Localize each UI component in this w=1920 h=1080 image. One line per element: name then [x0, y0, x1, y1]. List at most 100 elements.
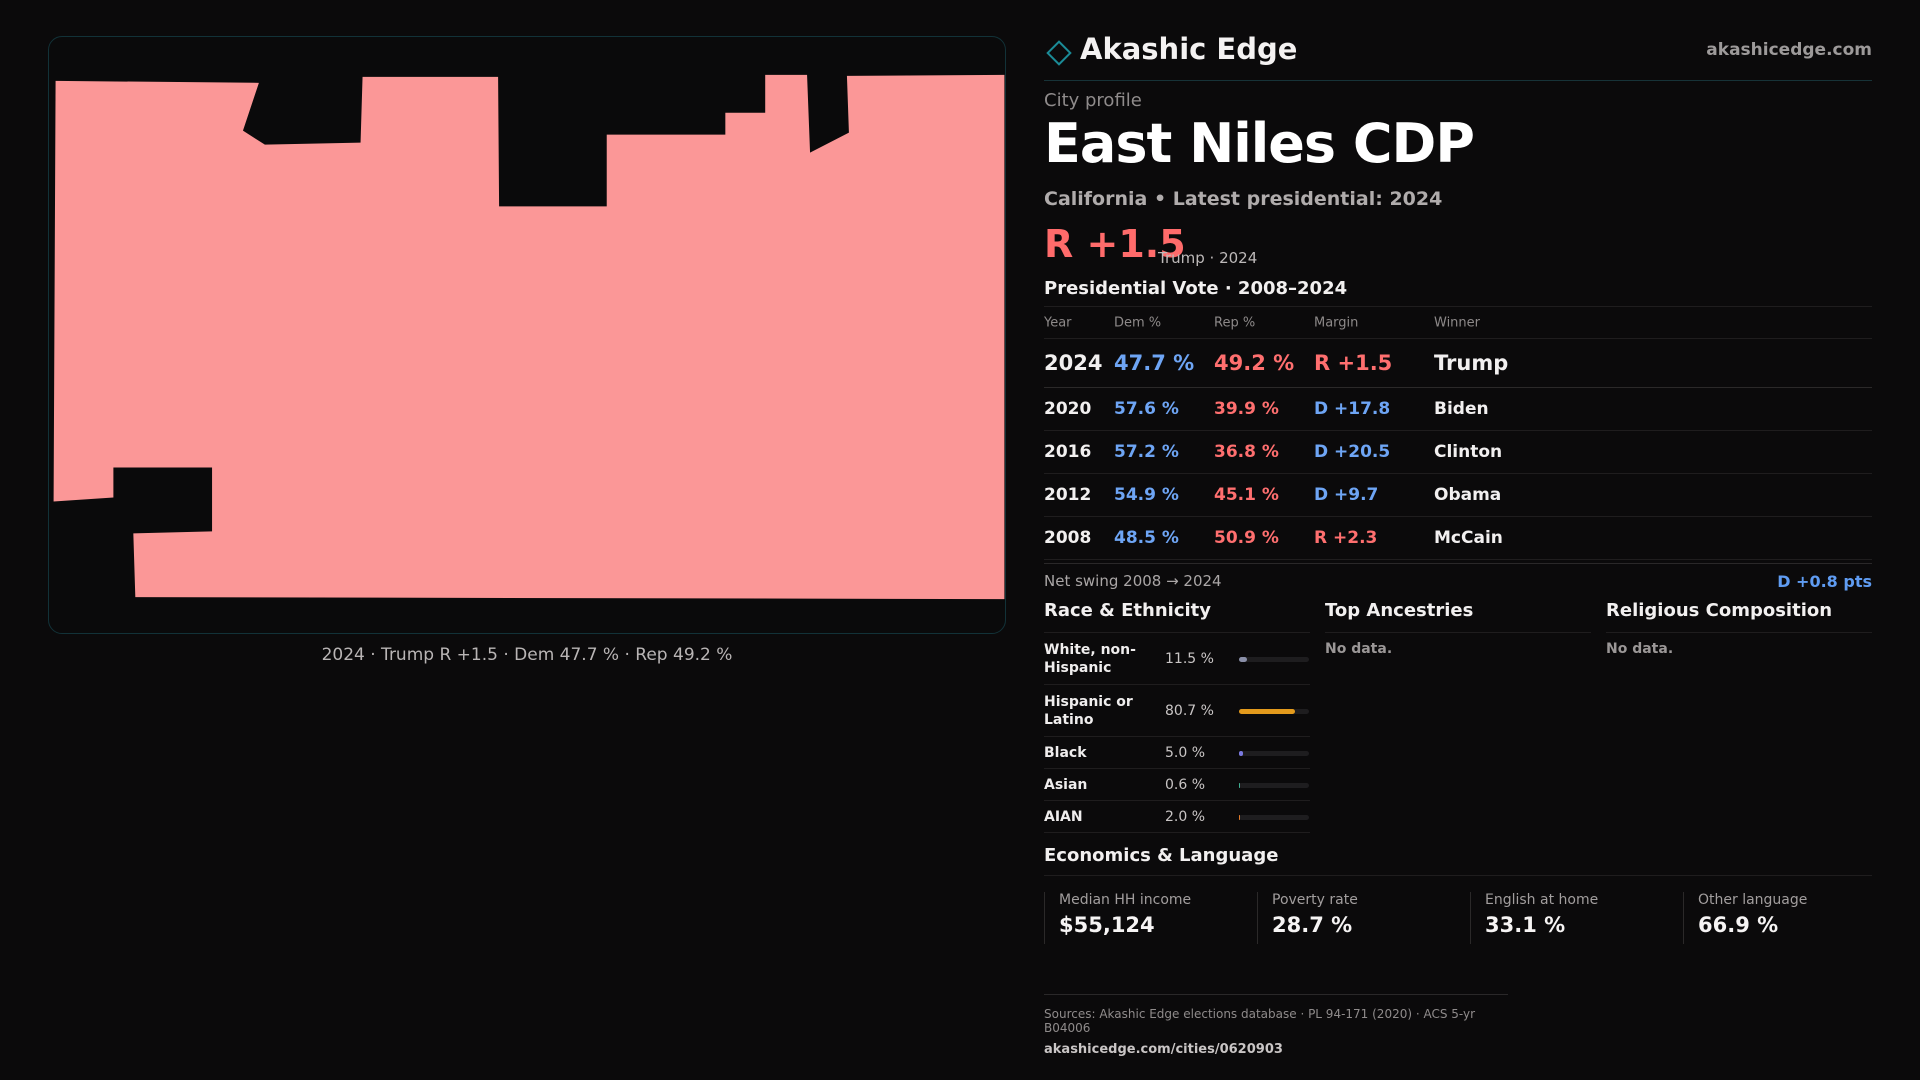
race-row-asian: Asian 0.6 % [1044, 769, 1310, 801]
race-bar-track [1239, 708, 1309, 714]
race-row-hispanic: Hispanic or Latino 80.7 % [1044, 685, 1310, 737]
sources-text: Sources: Akashic Edge elections database… [1044, 1007, 1476, 1035]
diamond-logo-icon [1046, 40, 1072, 66]
race-bar-track [1239, 750, 1309, 756]
stat-label: English at home [1485, 892, 1599, 908]
race-label: White, non-Hispanic [1044, 641, 1136, 676]
row-winner: Biden [1434, 399, 1489, 419]
race-pct: 0.6 % [1165, 776, 1206, 793]
race-label: AIAN [1044, 808, 1083, 825]
latest-margin: R +1.5 [1044, 222, 1186, 266]
net-swing-label: Net swing 2008 → 2024 [1044, 572, 1222, 590]
page-title: East Niles CDP [1044, 112, 1475, 175]
race-pct: 5.0 % [1165, 744, 1206, 761]
header-dem: Dem % [1114, 315, 1162, 330]
row-dem: 57.6 % [1114, 399, 1179, 419]
race-bar-fill [1239, 750, 1243, 756]
stat-poverty-rate: Poverty rate 28.7 % [1257, 892, 1457, 944]
brand-url-link[interactable]: akashicedge.com [1706, 40, 1872, 60]
net-swing: Net swing 2008 → 2024 D +0.8 pts [1044, 563, 1872, 600]
profile-panel: Akashic Edge akashicedge.com City profil… [1044, 0, 1872, 1080]
city-boundary-map[interactable] [49, 37, 1005, 633]
row-winner: Trump [1434, 351, 1509, 375]
ancestries-section: Top Ancestries No data. [1325, 600, 1591, 657]
stat-label: Median HH income [1059, 892, 1192, 908]
ancestries-section-title: Top Ancestries [1325, 600, 1591, 633]
row-rep: 36.8 % [1214, 442, 1279, 462]
table-row: 2008 48.5 % 50.9 % R +2.3 McCain [1044, 517, 1872, 560]
economics-section-title: Economics & Language [1044, 845, 1872, 876]
stat-other-language: Other language 66.9 % [1683, 892, 1883, 944]
stat-median-income: Median HH income $55,124 [1044, 892, 1244, 944]
map-caption: 2024 · Trump R +1.5 · Dem 47.7 % · Rep 4… [321, 645, 733, 665]
row-dem: 57.2 % [1114, 442, 1179, 462]
vote-table-header: Year Dem % Rep % Margin Winner [1044, 307, 1872, 339]
stat-label: Poverty rate [1272, 892, 1358, 908]
source-url-link[interactable]: akashicedge.com/cities/0620903 [1044, 1042, 1283, 1057]
race-pct: 80.7 % [1165, 702, 1214, 719]
row-year: 2008 [1044, 528, 1092, 548]
header-winner: Winner [1434, 315, 1481, 330]
row-dem: 54.9 % [1114, 485, 1179, 505]
row-year: 2012 [1044, 485, 1092, 505]
row-margin: D +17.8 [1314, 399, 1391, 419]
race-bar-track [1239, 782, 1309, 788]
row-year: 2016 [1044, 442, 1092, 462]
stat-value: $55,124 [1059, 913, 1155, 937]
race-section: Race & Ethnicity White, non-Hispanic 11.… [1044, 600, 1310, 833]
race-bar-fill [1239, 814, 1241, 820]
race-label: Black [1044, 744, 1087, 761]
ancestries-empty-text: No data. [1325, 641, 1393, 657]
race-pct: 11.5 % [1165, 650, 1214, 667]
row-year: 2020 [1044, 399, 1092, 419]
race-label: Asian [1044, 776, 1088, 793]
vote-section-title: Presidential Vote · 2008–2024 [1044, 278, 1348, 299]
stat-value: 66.9 % [1698, 913, 1779, 937]
row-year: 2024 [1044, 351, 1103, 375]
brand-header: Akashic Edge akashicedge.com [1044, 30, 1872, 81]
race-pct: 2.0 % [1165, 808, 1206, 825]
header-margin: Margin [1314, 315, 1359, 330]
race-section-title: Race & Ethnicity [1044, 600, 1310, 633]
race-row-aian: AIAN 2.0 % [1044, 801, 1310, 833]
row-winner: McCain [1434, 528, 1503, 548]
table-row: 2016 57.2 % 36.8 % D +20.5 Clinton [1044, 431, 1872, 474]
header-year: Year [1044, 315, 1072, 330]
stat-value: 28.7 % [1272, 913, 1353, 937]
row-dem: 48.5 % [1114, 528, 1179, 548]
stat-label: Other language [1698, 892, 1808, 908]
row-margin: R +2.3 [1314, 528, 1378, 548]
row-margin: R +1.5 [1314, 351, 1393, 375]
sources-footer: Sources: Akashic Edge elections database… [1044, 994, 1508, 1057]
race-bar-track [1239, 656, 1309, 662]
page-kicker: City profile [1044, 90, 1142, 111]
header-rep: Rep % [1214, 315, 1256, 330]
religion-section: Religious Composition No data. [1606, 600, 1872, 657]
row-dem: 47.7 % [1114, 351, 1195, 375]
latest-margin-note: Trump · 2024 [1158, 249, 1258, 267]
row-rep: 45.1 % [1214, 485, 1279, 505]
city-boundary-shape[interactable] [53, 74, 1005, 600]
vote-table: Year Dem % Rep % Margin Winner 2024 47.7… [1044, 306, 1872, 560]
race-row-white: White, non-Hispanic 11.5 % [1044, 633, 1310, 685]
row-margin: D +9.7 [1314, 485, 1379, 505]
race-row-black: Black 5.0 % [1044, 737, 1310, 769]
religion-empty-text: No data. [1606, 641, 1674, 657]
row-rep: 50.9 % [1214, 528, 1279, 548]
row-rep: 49.2 % [1214, 351, 1295, 375]
stat-english-at-home: English at home 33.1 % [1470, 892, 1670, 944]
table-row: 2012 54.9 % 45.1 % D +9.7 Obama [1044, 474, 1872, 517]
page-subtitle: California • Latest presidential: 2024 [1044, 188, 1443, 210]
race-bar-fill [1239, 656, 1248, 662]
map-panel[interactable] [48, 36, 1006, 634]
net-swing-value: D +0.8 pts [1777, 572, 1872, 591]
stat-value: 33.1 % [1485, 913, 1566, 937]
race-label: Hispanic or Latino [1044, 693, 1133, 728]
economics-stats: Median HH income $55,124 Poverty rate 28… [1044, 892, 1872, 946]
row-winner: Clinton [1434, 442, 1503, 462]
race-bar-fill [1239, 782, 1241, 788]
row-margin: D +20.5 [1314, 442, 1391, 462]
row-winner: Obama [1434, 485, 1502, 505]
race-bar-track [1239, 814, 1309, 820]
religion-section-title: Religious Composition [1606, 600, 1872, 633]
